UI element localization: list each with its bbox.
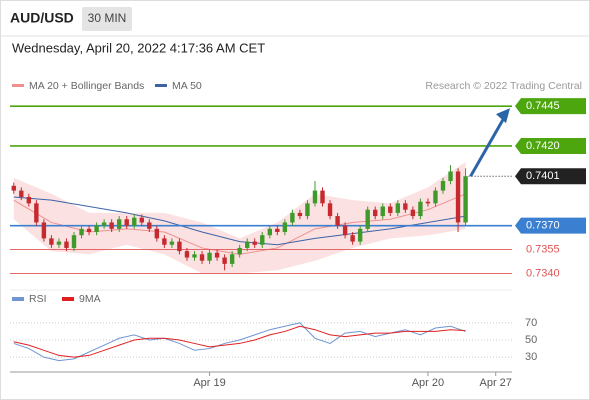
candle-body [395, 203, 401, 213]
candle-body [79, 228, 84, 236]
candle-body [425, 201, 431, 204]
candle-body [124, 219, 129, 226]
candle-body [380, 206, 385, 217]
legend-swatch [155, 84, 167, 87]
legend-label: RSI [29, 293, 47, 305]
candle-body [184, 251, 190, 258]
timeframe-badge [82, 7, 132, 31]
y-tick-label: 30 [525, 351, 537, 363]
candle-body [252, 241, 257, 245]
candle-body [229, 254, 235, 264]
candle-body [275, 228, 280, 233]
datetime: Wednesday, April 20, 2022 4:17:36 AM CET [12, 40, 265, 55]
candle-body [101, 222, 107, 226]
candle-body [365, 209, 370, 229]
timeframe: 30 MIN [88, 11, 127, 25]
candle-body [86, 228, 92, 233]
candle-body [116, 219, 122, 229]
candle-body [71, 235, 77, 248]
level-label: 0.7401 [526, 170, 560, 182]
y-tick-label: 70 [525, 317, 537, 329]
candle-body [373, 209, 378, 217]
candle-body [162, 238, 167, 245]
level-label: 0.7355 [526, 243, 560, 255]
candle-body [177, 241, 182, 252]
candle-body [192, 254, 197, 258]
candle-body [433, 190, 438, 204]
candle-body [282, 222, 288, 233]
candle-body [26, 196, 32, 204]
candle-body [214, 252, 220, 258]
candle-body [260, 235, 265, 245]
candle-body [312, 190, 318, 204]
level-tag [515, 98, 586, 115]
candle-body [350, 235, 355, 242]
candle-body [237, 247, 242, 255]
x-tick-label: Apr 20 [412, 377, 444, 389]
projection-arrowhead [496, 108, 510, 124]
candle-body [199, 254, 205, 261]
candle-body [154, 228, 160, 239]
candle-body [94, 225, 99, 233]
candle-body [19, 190, 24, 197]
symbol: AUD/USD [10, 10, 74, 26]
candle-body [297, 212, 303, 217]
bollinger-band [13, 161, 466, 274]
candle-body [64, 241, 69, 248]
candle-body [207, 252, 212, 261]
candle-body [132, 217, 137, 226]
legend-label: MA 50 [172, 80, 202, 92]
candle-body [463, 176, 468, 223]
source: Research © 2022 Trading Central [425, 80, 582, 92]
level-label: 0.7340 [526, 267, 560, 279]
candle-body [245, 241, 250, 248]
legend-label: MA 20 + Bollinger Bands [29, 80, 144, 92]
level-label: 0.7445 [526, 100, 560, 112]
legend-swatch [12, 297, 24, 301]
candle-body [320, 190, 325, 204]
candle-body [455, 171, 461, 223]
level-tag [515, 217, 586, 234]
candle-body [109, 222, 114, 229]
legend-label: 9MA [79, 293, 101, 305]
level-tag [515, 168, 586, 185]
candle-body [56, 241, 62, 245]
candle-body [440, 181, 446, 191]
x-tick-label: Apr 19 [193, 377, 225, 389]
candle-body [139, 217, 144, 223]
candle-body [388, 206, 393, 213]
candle-body [41, 222, 47, 239]
candle-body [290, 212, 295, 223]
candle-body [305, 203, 310, 217]
candle-body [418, 201, 423, 217]
candle-body [267, 228, 272, 236]
projection-arrow [469, 115, 507, 177]
candle-body [169, 241, 175, 245]
candle-body [11, 185, 16, 191]
moving-average [13, 196, 466, 246]
candle-body [327, 203, 333, 217]
candle-body [49, 238, 54, 245]
candle-body [410, 209, 416, 217]
candle-body [448, 171, 453, 182]
candle-body [335, 216, 340, 226]
level-tag [515, 137, 586, 154]
candle-body [342, 225, 348, 236]
legend-swatch [62, 297, 74, 301]
candle-body [34, 203, 39, 223]
candle-body [222, 257, 227, 264]
legend-swatch [12, 84, 24, 87]
candle-body [403, 203, 408, 210]
candle-body [147, 222, 152, 229]
level-label: 0.7420 [526, 140, 560, 152]
rsi-line [13, 325, 466, 358]
candle-body [357, 228, 363, 242]
level-label: 0.7370 [526, 220, 560, 232]
y-tick-label: 50 [525, 334, 537, 346]
x-tick-label: Apr 27 [479, 377, 511, 389]
